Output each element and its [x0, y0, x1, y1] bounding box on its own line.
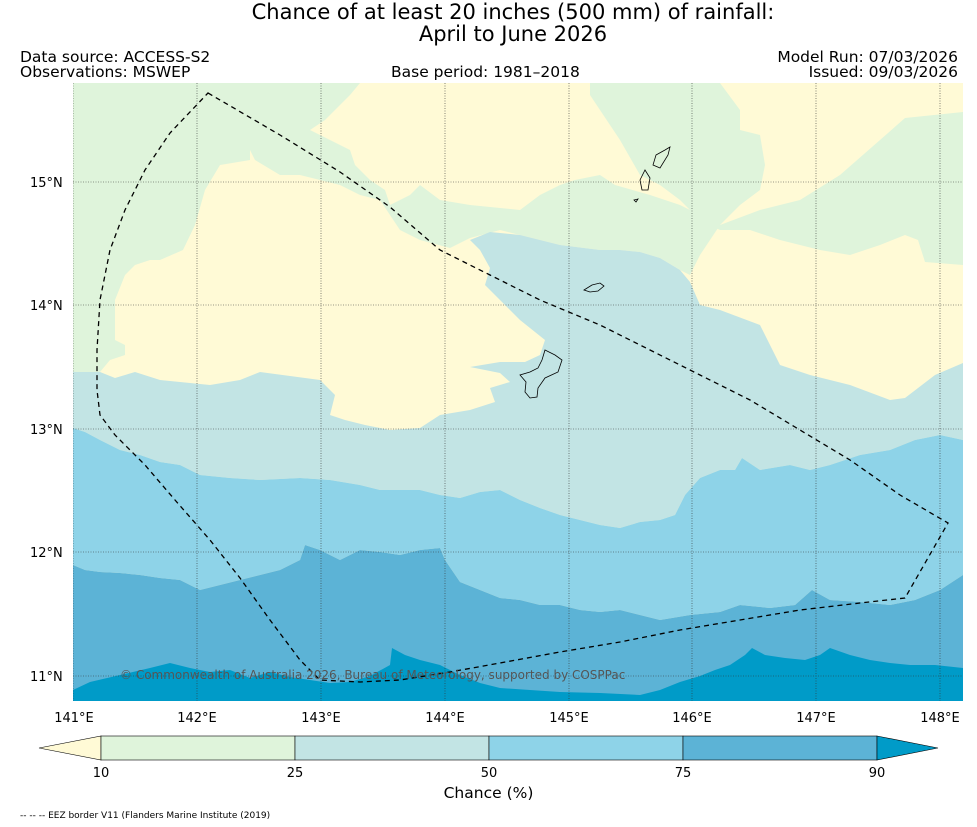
data-source-label: Data source: ACCESS-S2: [20, 48, 211, 66]
colorbar-tick-10: 10: [93, 766, 110, 781]
band-25-50: [73, 232, 963, 528]
lat-label-12n: 12°N: [30, 546, 63, 561]
lon-label-145e: 145°E: [549, 711, 589, 726]
band-above-90: [73, 648, 963, 701]
latitude-axis: 15°N 14°N 13°N 12°N 11°N: [30, 176, 63, 685]
base-period-label: Base period: 1981–2018: [391, 63, 580, 81]
colorbar-above-90: [876, 735, 939, 761]
rota-island: [583, 282, 605, 293]
map-title-line-2: April to June 2026: [418, 22, 608, 46]
band-10-25: [73, 83, 963, 372]
colorbar-75-90: [682, 735, 878, 761]
lat-label-14n: 14°N: [30, 299, 63, 314]
colorbar-tick-25: 25: [287, 766, 304, 781]
lon-label-141e: 141°E: [54, 711, 94, 726]
colorbar-10-25: [100, 735, 296, 761]
copyright-text: © Commonwealth of Australia 2026, Bureau…: [120, 668, 625, 682]
colorbar: 10 25 50 75 90: [38, 735, 939, 781]
lon-label-147e: 147°E: [796, 711, 836, 726]
eez-footnote: -- -- -- EEZ border V11 (Flanders Marine…: [20, 811, 271, 821]
lat-label-11n: 11°N: [30, 670, 63, 685]
colorbar-title: Chance (%): [443, 784, 534, 802]
colorbar-tick-90: 90: [869, 766, 886, 781]
guam-island: [519, 349, 563, 399]
aguijan-island: [633, 198, 639, 203]
graticule: [73, 83, 963, 701]
lon-label-142e: 142°E: [177, 711, 217, 726]
saipan-island: [652, 146, 671, 169]
lat-label-15n: 15°N: [30, 176, 63, 191]
model-run-label: Model Run: 07/03/2026: [777, 48, 958, 66]
issued-date-label: Issued: 09/03/2026: [808, 63, 958, 81]
islands: [519, 146, 671, 399]
map-title-line-1: Chance of at least 20 inches (500 mm) of…: [251, 0, 775, 24]
colorbar-tick-75: 75: [675, 766, 692, 781]
longitude-axis: 141°E 142°E 143°E 144°E 145°E 146°E 147°…: [54, 711, 960, 726]
lat-label-13n: 13°N: [30, 423, 63, 438]
lon-label-146e: 146°E: [672, 711, 712, 726]
tinian-island: [639, 169, 651, 191]
colorbar-tick-50: 50: [481, 766, 498, 781]
observations-label: Observations: MSWEP: [20, 63, 191, 81]
colorbar-25-50: [294, 735, 490, 761]
band-50-75: [73, 428, 963, 620]
lon-label-144e: 144°E: [425, 711, 465, 726]
lon-label-148e: 148°E: [920, 711, 960, 726]
probability-field: © Commonwealth of Australia 2026, Bureau…: [73, 83, 963, 701]
colorbar-50-75: [488, 735, 684, 761]
lon-label-143e: 143°E: [301, 711, 341, 726]
colorbar-below-10: [38, 735, 102, 761]
